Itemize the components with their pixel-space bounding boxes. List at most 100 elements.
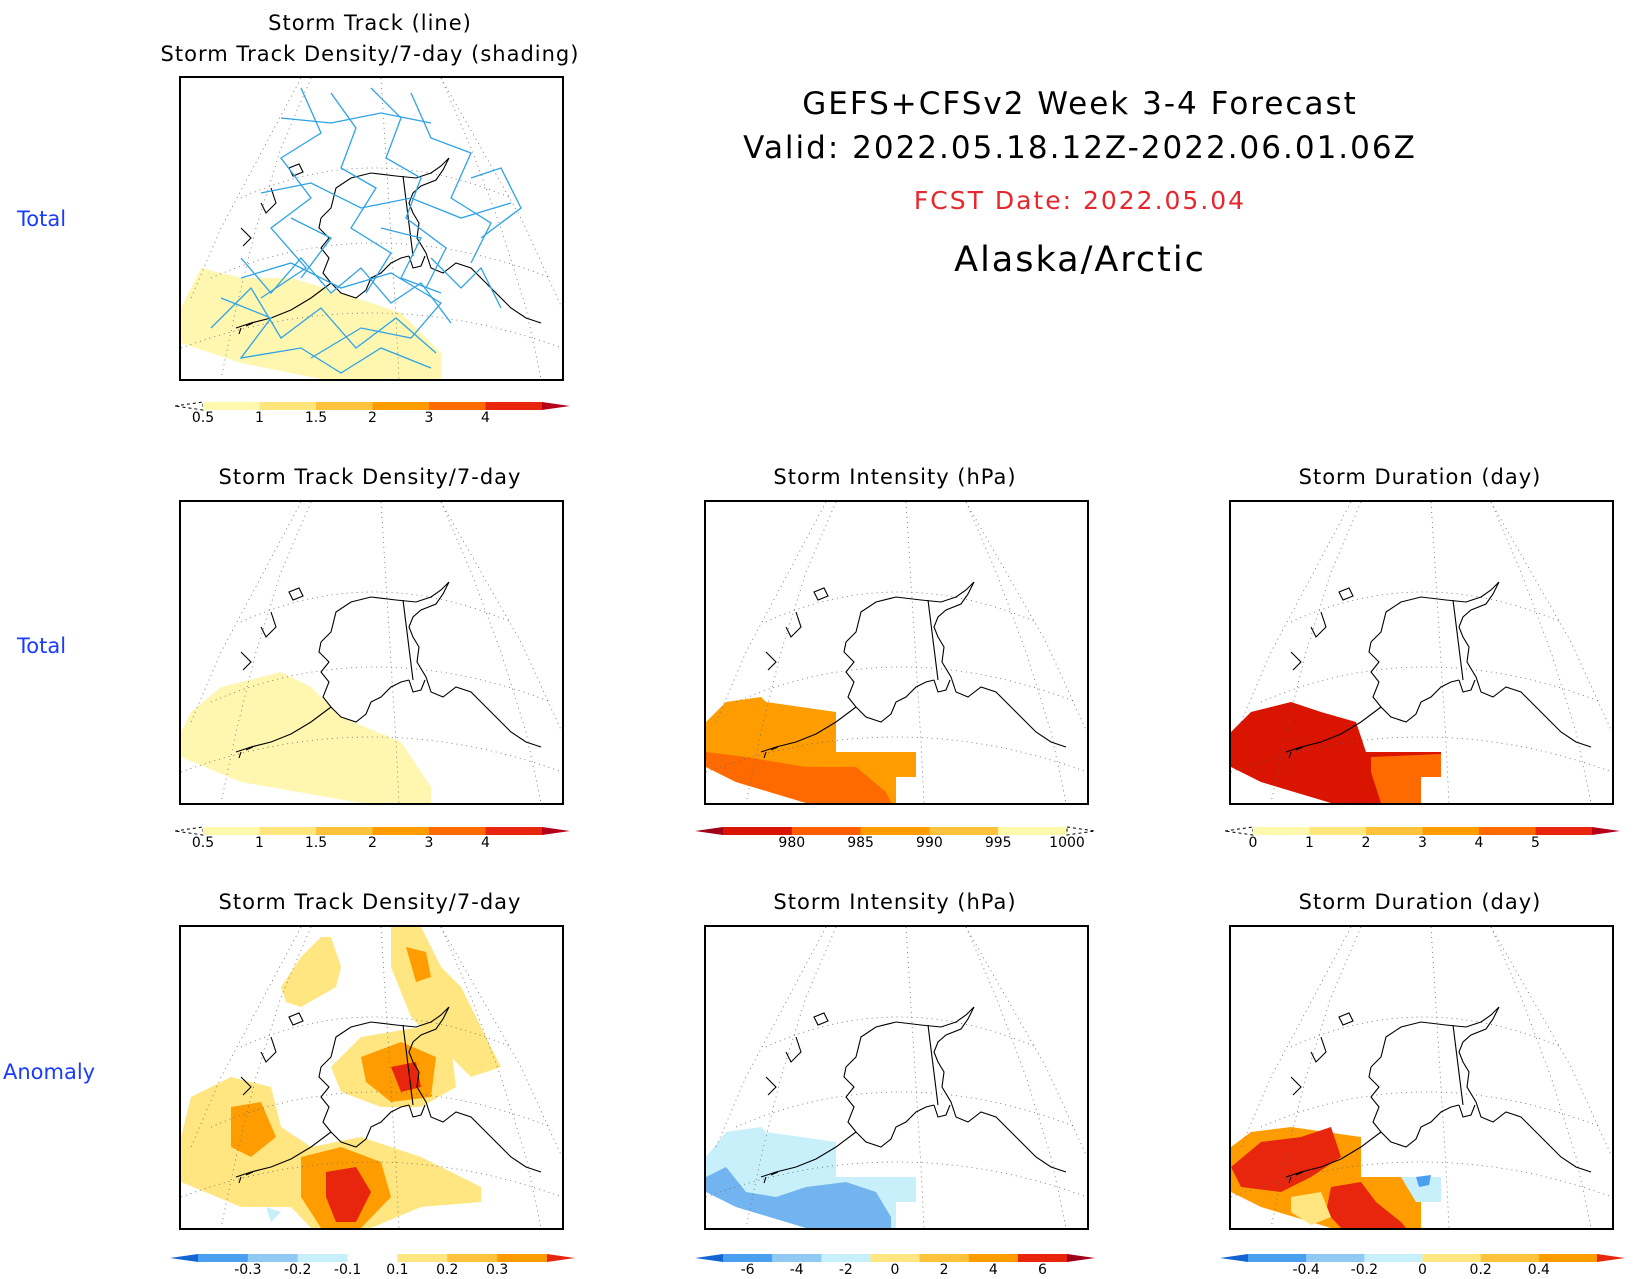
colorbar-tick-label: 6: [1038, 1262, 1047, 1275]
colorbar-segment: [1538, 1254, 1598, 1262]
colorbar-segment: [447, 1254, 498, 1262]
colorbar-end-left: [174, 826, 204, 836]
colorbar-end-right: [542, 402, 570, 410]
colorbar-svg: -0.4 -0.2 0 0.2 0.4: [1220, 1254, 1625, 1278]
colorbar-segment: [316, 402, 373, 410]
colorbar-segment: [347, 1254, 398, 1262]
colorbar-segment: [919, 1254, 970, 1262]
colorbar-svg: 0.5 1 1.5 2 3 4: [174, 401, 570, 426]
row-label-total-2: Total: [17, 634, 67, 658]
panel7-title: Storm Duration (day): [1298, 890, 1542, 914]
colorbar-tick-label: 1: [1305, 835, 1314, 851]
colorbar-tick-label: 0: [1418, 1262, 1427, 1275]
colorbar-tick-label: -0.2: [284, 1262, 311, 1275]
colorbar-tick-label: 2: [368, 835, 377, 851]
colorbar-svg: 980 985 990 995 1000: [695, 826, 1096, 851]
colorbar-segment: [821, 1254, 871, 1262]
map-svg: [181, 78, 562, 379]
fcst-date: FCST Date: 2022.05.04: [913, 186, 1247, 215]
colorbar-tick-label: -0.1: [334, 1262, 361, 1275]
colorbar-segment: [259, 402, 317, 410]
graticule: [706, 502, 1087, 803]
colorbar-tick-label: 0.1: [386, 1262, 408, 1275]
colorbar-segment: [485, 402, 543, 410]
storm-tracks: [210, 87, 522, 374]
colorbar-segment: [1248, 1254, 1307, 1262]
panel1-title-line1: Storm Track (line): [268, 11, 472, 35]
colorbar-tick-label: 0: [1249, 835, 1258, 851]
colorbar-end-left: [695, 1254, 723, 1262]
colorbar-tick-label: 980: [778, 835, 805, 851]
colorbar-segment: [1253, 827, 1310, 835]
graticule: [181, 502, 562, 803]
colorbar-tick-label: 1.5: [305, 835, 327, 851]
forecast-title: GEFS+CFSv2 Week 3-4 Forecast: [802, 86, 1358, 122]
map-svg: [181, 502, 562, 803]
row-label-total-1: Total: [17, 207, 67, 231]
colorbar-segment: [297, 1254, 349, 1262]
colorbar-tick-label: 1: [255, 410, 264, 426]
colorbar-segment: [429, 827, 486, 835]
colorbar-segment: [259, 827, 317, 835]
colorbar-density-anomaly: -0.3 -0.2 -0.1 0.1 0.2 0.3: [170, 1252, 575, 1278]
colorbar-segment: [968, 1254, 1019, 1262]
coastline: [235, 581, 542, 759]
region-name: Alaska/Arctic: [954, 240, 1206, 280]
colorbar-end-left: [1220, 1254, 1248, 1262]
colorbar-tick-label: 0: [891, 1262, 900, 1275]
colorbar-segment: [1309, 827, 1367, 835]
coastline: [760, 1006, 1067, 1184]
colorbar-segment: [372, 827, 430, 835]
colorbar-segment: [860, 827, 930, 835]
colorbar-end-left: [174, 401, 204, 411]
colorbar-segment: [1422, 1254, 1482, 1262]
colorbar-tick-label: 2: [368, 410, 377, 426]
coastline: [760, 581, 1067, 759]
colorbar-end-right: [542, 827, 570, 835]
colorbar-tick-label: 4: [989, 1262, 998, 1275]
colorbar-end-right: [1067, 1254, 1095, 1262]
colorbar-segment: [316, 827, 373, 835]
colorbar-tick-label: 985: [847, 835, 874, 851]
colorbar-duration: 0 1 2 3 4 5: [1224, 825, 1620, 855]
colorbar-segment: [791, 827, 862, 835]
colorbar-segment: [998, 827, 1068, 835]
colorbar-segment: [247, 1254, 299, 1262]
map-svg: [706, 927, 1087, 1228]
colorbar-segment: [1480, 1254, 1540, 1262]
map-svg: [1231, 927, 1612, 1228]
colorbar-tick-label: -2: [839, 1262, 853, 1275]
colorbar-tick-label: 3: [425, 835, 434, 851]
map-panel-density-anomaly: [179, 925, 564, 1230]
colorbar-end-right: [547, 1254, 575, 1262]
colorbar-tick-label: 990: [916, 835, 943, 851]
panel5-title: Storm Track Density/7-day: [218, 890, 522, 914]
colorbar-tick-label: 1000: [1049, 835, 1085, 851]
colorbar-tick-label: -0.4: [1293, 1262, 1320, 1275]
colorbar-svg: 0.5 1 1.5 2 3 4: [174, 826, 570, 851]
colorbar-segment: [1366, 827, 1423, 835]
colorbar-tick-label: 5: [1531, 835, 1540, 851]
colorbar-svg: -6 -4 -2 0 2 4 6: [695, 1254, 1095, 1278]
colorbar-tick-label: -6: [741, 1262, 755, 1275]
colorbar-segment: [485, 827, 543, 835]
graticule: [1231, 927, 1612, 1228]
colorbar-intensity-anomaly: -6 -4 -2 0 2 4 6: [695, 1252, 1095, 1278]
colorbar-tick-label: 1: [255, 835, 264, 851]
graticule: [706, 927, 1087, 1228]
colorbar-segment: [929, 827, 999, 835]
colorbar-tick-label: 1.5: [305, 410, 327, 426]
colorbar-density-row2: 0.5 1 1.5 2 3 4: [174, 825, 570, 855]
map-panel-storm-track: [179, 76, 564, 381]
colorbar-segment: [497, 1254, 548, 1262]
coastline: [235, 157, 542, 335]
colorbar-segment: [1364, 1254, 1423, 1262]
valid-period: Valid: 2022.05.18.12Z-2022.06.01.06Z: [743, 130, 1417, 166]
panel1-title-line2: Storm Track Density/7-day (shading): [160, 42, 580, 66]
row-label-anomaly: Anomaly: [3, 1060, 96, 1084]
colorbar-segment: [203, 402, 260, 410]
colorbar-segment: [1422, 827, 1480, 835]
panel2-title: Storm Track Density/7-day: [218, 465, 522, 489]
colorbar-segment: [198, 1254, 249, 1262]
map-panel-intensity-anomaly: [704, 925, 1089, 1230]
